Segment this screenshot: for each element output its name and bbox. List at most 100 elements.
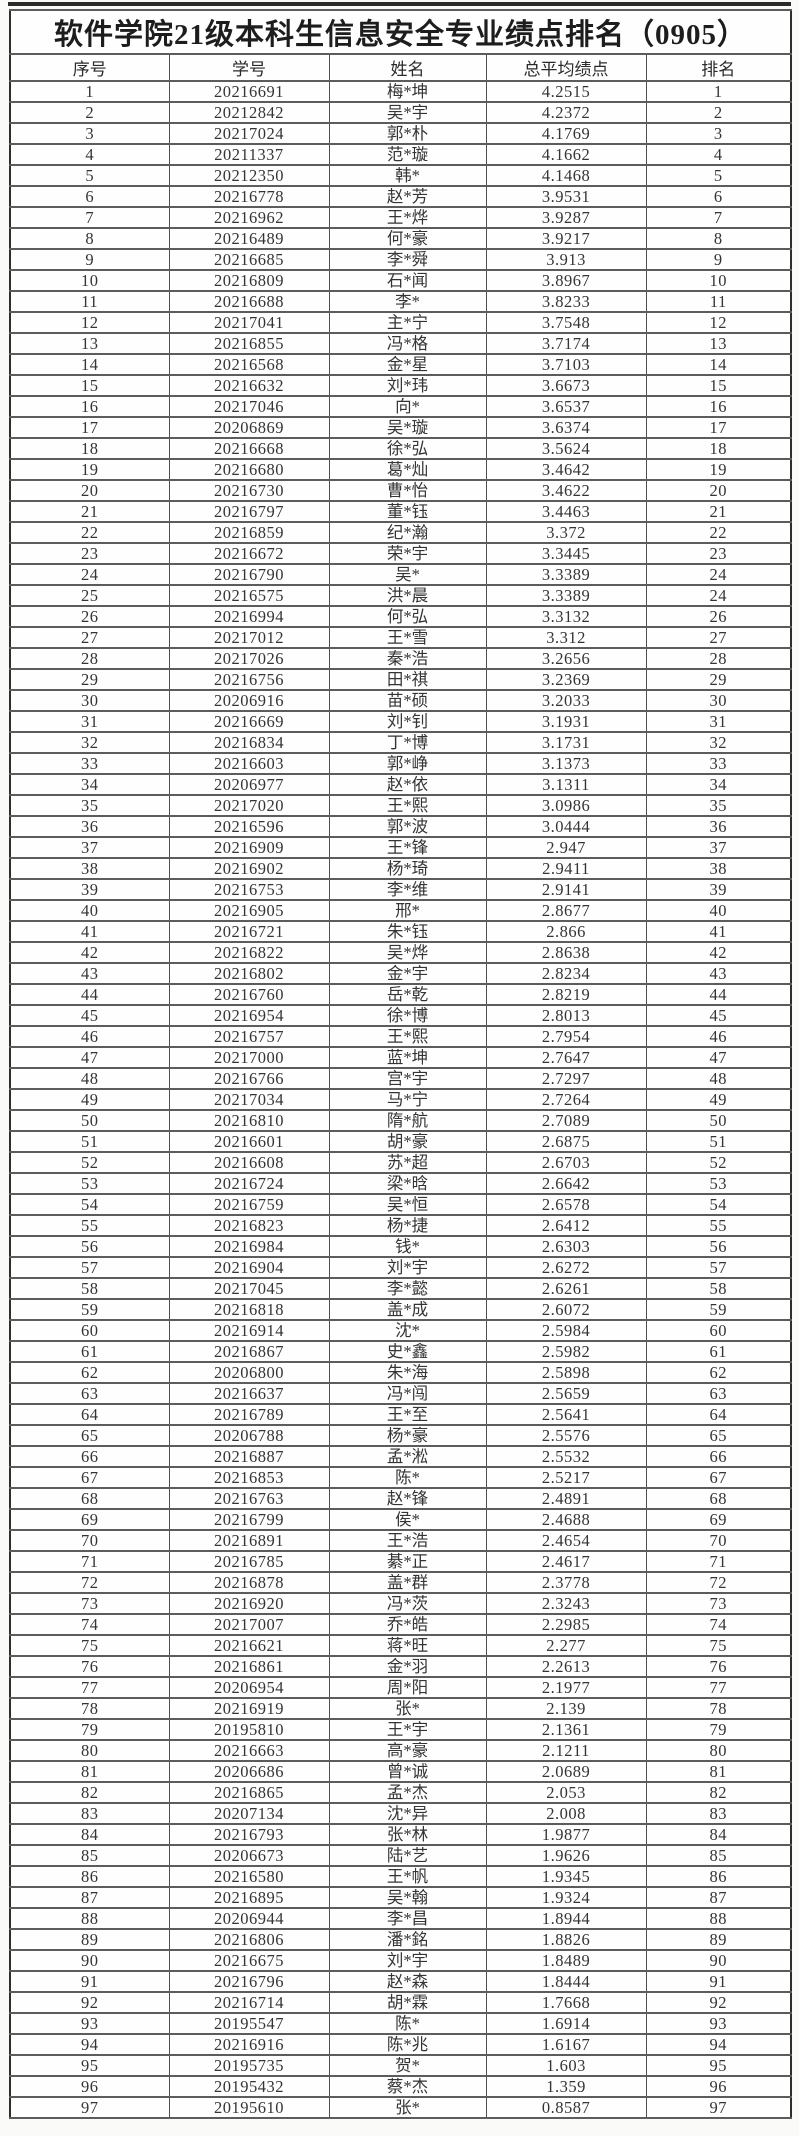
cell-gpa: 2.5532 [485, 1445, 647, 1468]
cell-gpa: 3.7103 [485, 353, 647, 376]
table-row: 97 20195610 张* 0.8587 97 [9, 2096, 792, 2119]
cell-student-id: 20217046 [168, 395, 330, 418]
cell-rank: 52 [645, 1151, 792, 1174]
cell-index: 52 [9, 1151, 170, 1174]
cell-rank: 85 [645, 1844, 792, 1867]
header-rank: 排名 [645, 53, 792, 82]
cell-gpa: 1.6167 [485, 2033, 647, 2056]
cell-gpa: 2.139 [485, 1697, 647, 1720]
cell-rank: 27 [645, 626, 792, 649]
table-row: 22 20216859 纪*瀚 3.372 22 [9, 521, 792, 544]
cell-rank: 9 [645, 248, 792, 271]
cell-index: 77 [9, 1676, 170, 1699]
cell-rank: 65 [645, 1424, 792, 1447]
table-row: 95 20195735 贺* 1.603 95 [9, 2054, 792, 2077]
cell-gpa: 3.9287 [485, 206, 647, 229]
cell-student-id: 20216680 [168, 458, 330, 481]
cell-gpa: 2.6642 [485, 1172, 647, 1195]
cell-index: 81 [9, 1760, 170, 1783]
cell-gpa: 2.6703 [485, 1151, 647, 1174]
cell-rank: 93 [645, 2012, 792, 2035]
cell-gpa: 3.1731 [485, 731, 647, 754]
cell-name: 赵*芳 [328, 185, 487, 208]
cell-index: 96 [9, 2075, 170, 2098]
cell-rank: 43 [645, 962, 792, 985]
cell-student-id: 20216916 [168, 2033, 330, 2056]
cell-index: 71 [9, 1550, 170, 1573]
cell-index: 17 [9, 416, 170, 439]
cell-gpa: 1.603 [485, 2054, 647, 2077]
cell-student-id: 20216806 [168, 1928, 330, 1951]
cell-index: 28 [9, 647, 170, 670]
cell-rank: 57 [645, 1256, 792, 1279]
cell-index: 48 [9, 1067, 170, 1090]
cell-name: 邢* [328, 899, 487, 922]
cell-name: 苏*超 [328, 1151, 487, 1174]
table-row: 16 20217046 向* 3.6537 16 [9, 395, 792, 418]
cell-rank: 26 [645, 605, 792, 628]
table-row: 35 20217020 王*熙 3.0986 35 [9, 794, 792, 817]
cell-rank: 28 [645, 647, 792, 670]
cell-index: 4 [9, 143, 170, 166]
cell-rank: 63 [645, 1382, 792, 1405]
cell-name: 主*宁 [328, 311, 487, 334]
cell-name: 马*宁 [328, 1088, 487, 1111]
cell-name: 石*闻 [328, 269, 487, 292]
cell-index: 35 [9, 794, 170, 817]
cell-rank: 32 [645, 731, 792, 754]
cell-student-id: 20216608 [168, 1151, 330, 1174]
cell-student-id: 20216861 [168, 1655, 330, 1678]
cell-student-id: 20217012 [168, 626, 330, 649]
cell-name: 吴*恒 [328, 1193, 487, 1216]
cell-rank: 44 [645, 983, 792, 1006]
cell-name: 盖*群 [328, 1571, 487, 1594]
cell-name: 陈*兆 [328, 2033, 487, 2056]
cell-gpa: 2.6072 [485, 1298, 647, 1321]
cell-name: 韩* [328, 164, 487, 187]
cell-name: 蓝*坤 [328, 1046, 487, 1069]
table-row: 38 20216902 杨*琦 2.9411 38 [9, 857, 792, 880]
cell-gpa: 2.5576 [485, 1424, 647, 1447]
cell-rank: 3 [645, 122, 792, 145]
table-row: 66 20216887 孟*淞 2.5532 66 [9, 1445, 792, 1468]
cell-student-id: 20216596 [168, 815, 330, 838]
table-row: 8 20216489 何*豪 3.9217 8 [9, 227, 792, 250]
cell-rank: 94 [645, 2033, 792, 2056]
table-row: 32 20216834 丁*博 3.1731 32 [9, 731, 792, 754]
cell-name: 杨*捷 [328, 1214, 487, 1237]
ranking-table-body: 1 20216691 梅*坤 4.2515 1 2 20212842 吴*宇 4.2372 2 3 2… [9, 80, 792, 2119]
cell-gpa: 3.2656 [485, 647, 647, 670]
cell-rank: 29 [645, 668, 792, 691]
table-row: 37 20216909 王*锋 2.947 37 [9, 836, 792, 859]
cell-gpa: 3.7548 [485, 311, 647, 334]
table-row: 2 20212842 吴*宇 4.2372 2 [9, 101, 792, 124]
cell-name: 孟*淞 [328, 1445, 487, 1468]
cell-rank: 11 [645, 290, 792, 313]
cell-gpa: 2.8219 [485, 983, 647, 1006]
cell-student-id: 20216621 [168, 1634, 330, 1657]
cell-gpa: 3.1311 [485, 773, 647, 796]
cell-name: 侯* [328, 1508, 487, 1531]
cell-gpa: 2.5984 [485, 1319, 647, 1342]
table-row: 86 20216580 王*帆 1.9345 86 [9, 1865, 792, 1888]
cell-gpa: 2.7089 [485, 1109, 647, 1132]
table-row: 6 20216778 赵*芳 3.9531 6 [9, 185, 792, 208]
cell-name: 董*钰 [328, 500, 487, 523]
cell-rank: 88 [645, 1907, 792, 1930]
table-row: 40 20216905 邢* 2.8677 40 [9, 899, 792, 922]
cell-index: 46 [9, 1025, 170, 1048]
cell-rank: 67 [645, 1466, 792, 1489]
cell-index: 54 [9, 1193, 170, 1216]
cell-student-id: 20195432 [168, 2075, 330, 2098]
cell-student-id: 20216919 [168, 1697, 330, 1720]
cell-gpa: 2.4688 [485, 1508, 647, 1531]
cell-gpa: 2.0689 [485, 1760, 647, 1783]
cell-rank: 73 [645, 1592, 792, 1615]
cell-index: 6 [9, 185, 170, 208]
cell-gpa: 2.5659 [485, 1382, 647, 1405]
cell-index: 57 [9, 1256, 170, 1279]
cell-student-id: 20217000 [168, 1046, 330, 1069]
cell-student-id: 20216778 [168, 185, 330, 208]
cell-rank: 17 [645, 416, 792, 439]
cell-student-id: 20216580 [168, 1865, 330, 1888]
